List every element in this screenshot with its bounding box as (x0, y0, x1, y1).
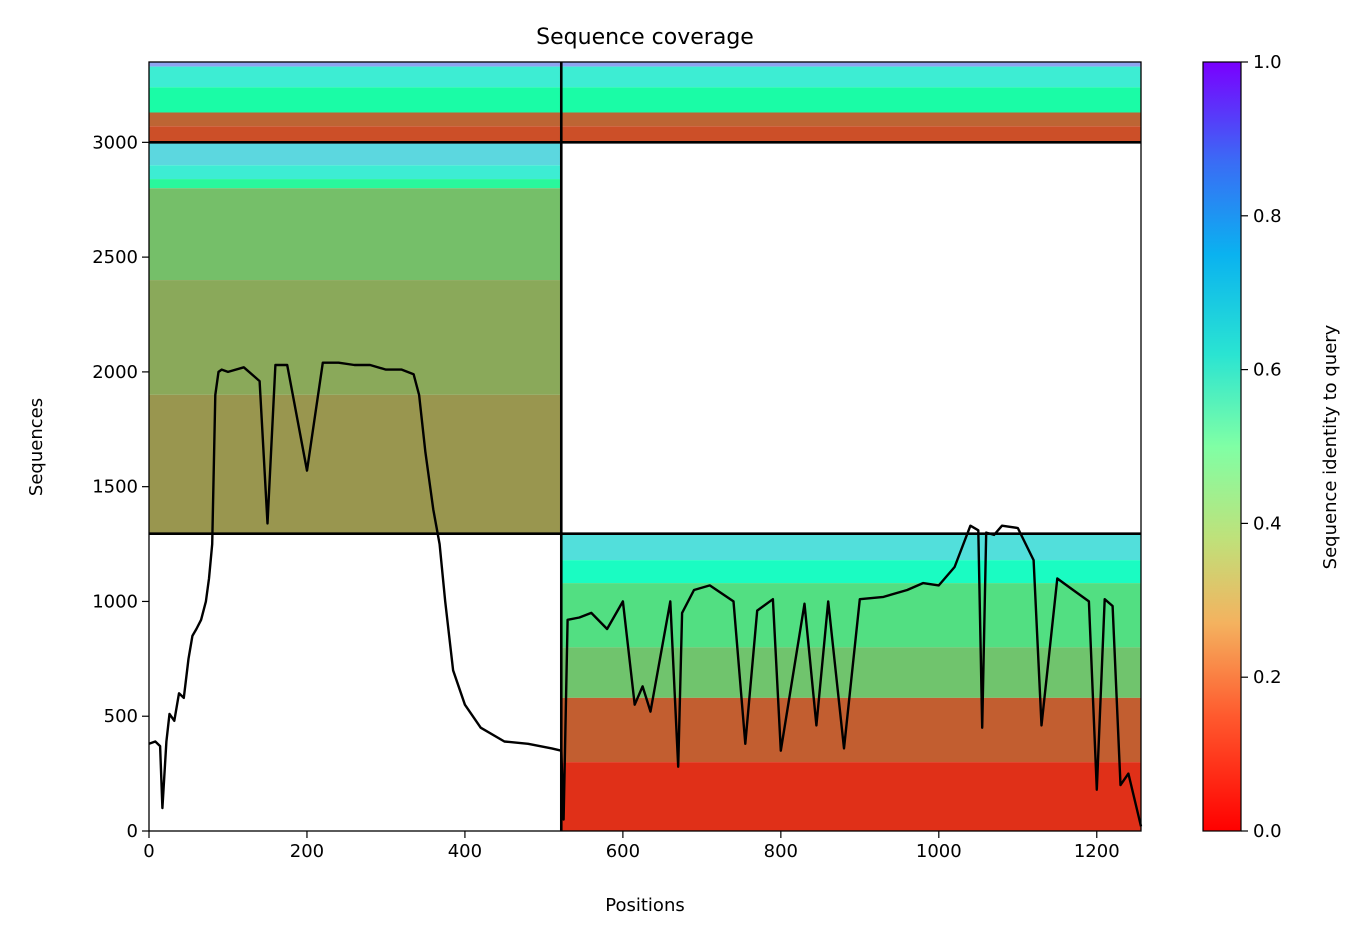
heat-band (149, 179, 562, 189)
heat-band (149, 66, 1141, 88)
coverage-heatmap (149, 62, 1141, 831)
colorbar-tick-label: 0.2 (1253, 667, 1282, 688)
x-tick-label: 200 (290, 841, 324, 862)
heat-band (561, 762, 1141, 831)
colorbar-tick-label: 0.4 (1253, 513, 1282, 534)
y-tick-label: 3000 (92, 132, 138, 153)
y-tick-label: 2000 (92, 362, 138, 383)
heat-band (149, 394, 562, 534)
heat-band (149, 165, 562, 180)
heat-band (149, 126, 1141, 143)
x-tick-label: 600 (606, 841, 640, 862)
x-axis-label: Positions (605, 895, 684, 916)
colorbar-tick-label: 0.0 (1253, 821, 1282, 842)
heat-band (149, 87, 1141, 113)
x-tick-label: 400 (448, 841, 482, 862)
plot-frame (148, 61, 1142, 832)
x-tick-label: 1200 (1074, 841, 1120, 862)
chain-dividers (149, 62, 1141, 831)
colorbar-tick-label: 1.0 (1253, 52, 1282, 73)
y-tick-label: 2500 (92, 247, 138, 268)
y-tick-label: 500 (104, 706, 138, 727)
coverage-line-group (148, 361, 1143, 827)
colorbar-tick-label: 0.6 (1253, 360, 1282, 381)
heat-band (149, 142, 562, 166)
heat-band (149, 62, 1141, 67)
heat-band (149, 280, 562, 395)
y-tick-label: 1000 (92, 591, 138, 612)
y-tick-label: 1500 (92, 477, 138, 498)
heat-band (149, 188, 562, 281)
x-axis-ticks: 0 200 400 600 800 1000 1200 (143, 831, 1120, 862)
heat-band (149, 112, 1141, 127)
x-tick-label: 0 (143, 841, 154, 862)
heat-band (561, 583, 1141, 648)
x-tick-label: 1000 (916, 841, 962, 862)
coverage-line (148, 361, 1143, 827)
heat-band (561, 560, 1141, 584)
chart-title: Sequence coverage (536, 25, 754, 50)
heat-band (561, 533, 1141, 561)
y-tick-label: 0 (127, 821, 138, 842)
colorbar-tick-label: 0.8 (1253, 206, 1282, 227)
colorbar (1202, 61, 1242, 832)
colorbar-ticks: 0.0 0.2 0.4 0.6 0.8 1.0 (1241, 52, 1282, 842)
y-axis-label: Sequences (26, 398, 47, 496)
y-axis-ticks: 0 500 1000 1500 2000 2500 3000 (92, 132, 149, 842)
x-tick-label: 800 (764, 841, 798, 862)
colorbar-label: Sequence identity to query (1320, 324, 1341, 569)
